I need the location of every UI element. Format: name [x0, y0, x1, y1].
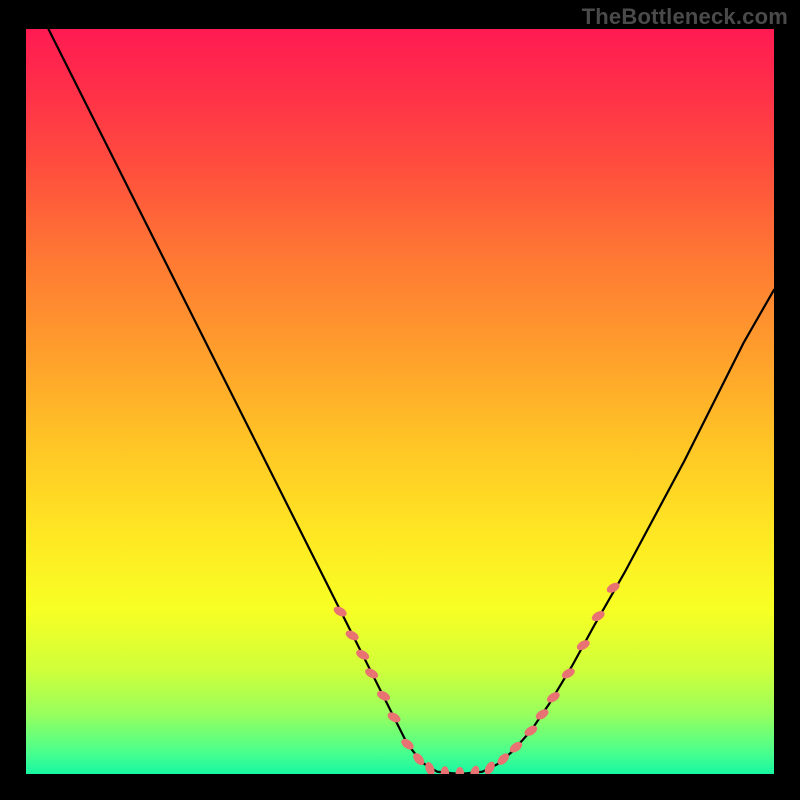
- watermark-text: TheBottleneck.com: [582, 4, 788, 30]
- gradient-background: [26, 29, 774, 774]
- chart-frame: TheBottleneck.com: [0, 0, 800, 800]
- plot-svg: [26, 29, 774, 774]
- plot-area: [26, 29, 774, 774]
